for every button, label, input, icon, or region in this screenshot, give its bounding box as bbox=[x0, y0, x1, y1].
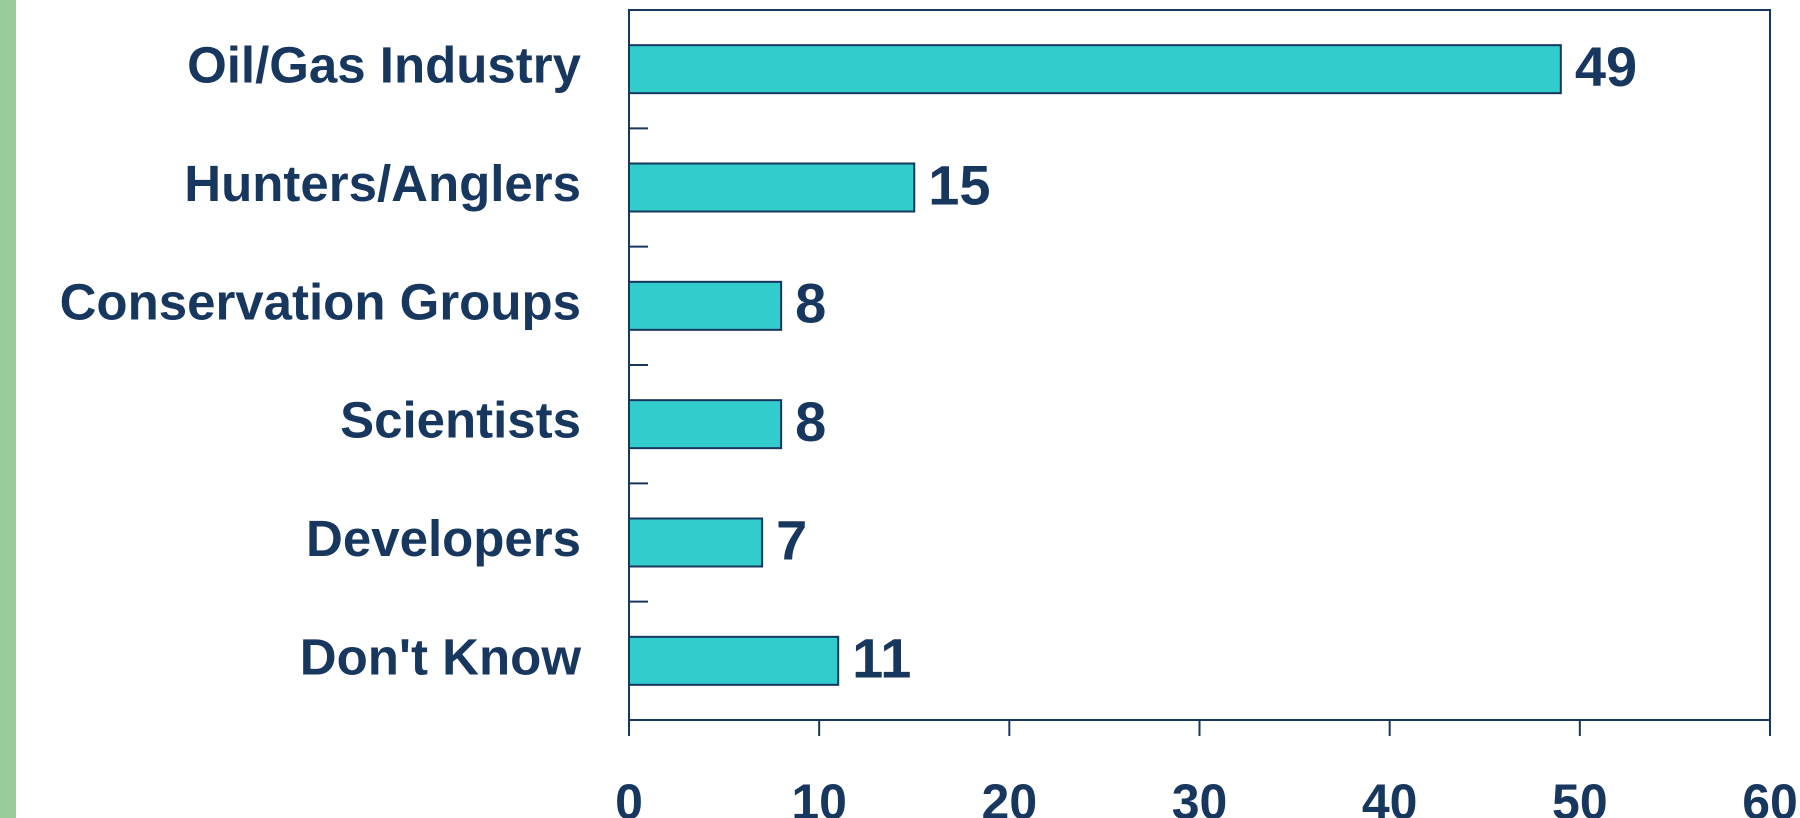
y-tick-label: Scientists bbox=[340, 392, 581, 449]
plot-frame bbox=[628, 9, 1771, 721]
side-strip bbox=[0, 0, 16, 818]
x-tick-label: 30 bbox=[1172, 774, 1228, 818]
x-tick-label: 20 bbox=[982, 774, 1038, 818]
y-tick-label: Oil/Gas Industry bbox=[187, 37, 582, 94]
bar bbox=[628, 162, 916, 213]
bar bbox=[628, 635, 840, 686]
value-label: 8 bbox=[795, 272, 826, 335]
value-label: 7 bbox=[776, 508, 807, 571]
value-label: 11 bbox=[852, 627, 911, 690]
y-tick-label: Developers bbox=[306, 510, 581, 567]
x-tick-label: 40 bbox=[1362, 774, 1418, 818]
value-label: 15 bbox=[928, 153, 990, 216]
bar bbox=[628, 44, 1562, 95]
value-label: 49 bbox=[1575, 35, 1637, 98]
x-tick-label: 10 bbox=[791, 774, 847, 818]
bar bbox=[628, 280, 783, 331]
y-tick-label: Don't Know bbox=[300, 628, 582, 685]
y-tick-label: Hunters/Anglers bbox=[184, 155, 581, 212]
x-tick-label: 50 bbox=[1552, 774, 1608, 818]
x-tick-label: 0 bbox=[615, 774, 643, 818]
value-label: 8 bbox=[795, 390, 826, 453]
bar bbox=[628, 517, 764, 568]
y-tick-label: Conservation Groups bbox=[60, 273, 581, 330]
x-tick-label: 60 bbox=[1742, 774, 1798, 818]
bar bbox=[628, 399, 783, 450]
